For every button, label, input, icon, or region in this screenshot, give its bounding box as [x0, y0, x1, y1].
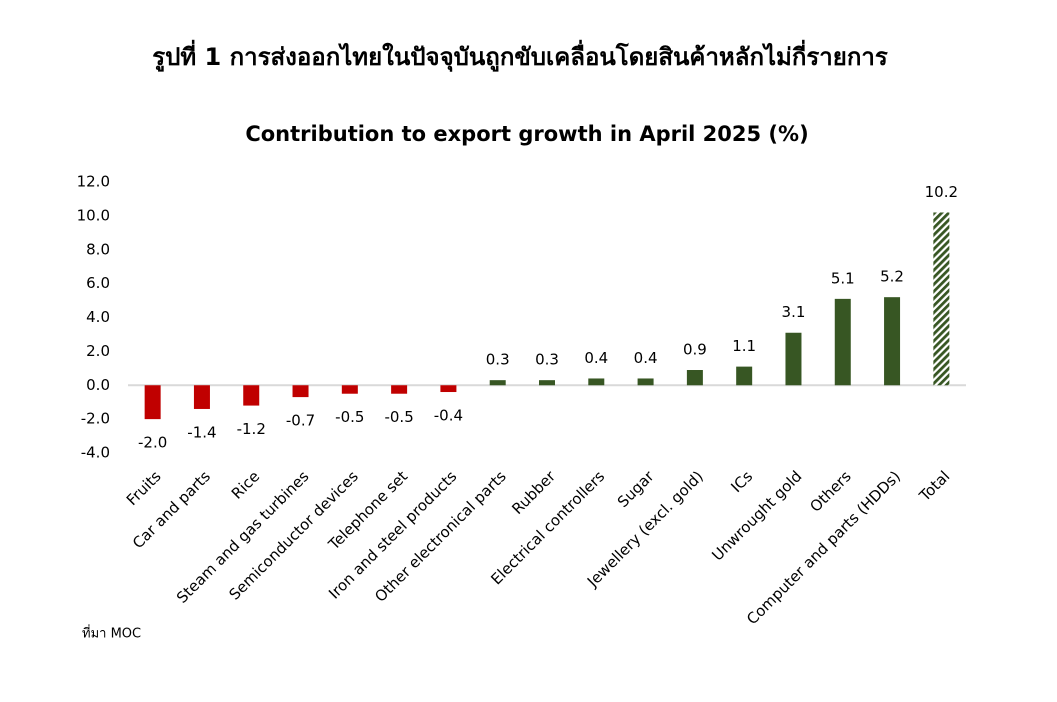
- bar: [539, 380, 555, 386]
- value-label: 5.2: [880, 268, 904, 286]
- y-tick-label: -4.0: [81, 444, 110, 462]
- bar: [341, 385, 358, 394]
- chart-title: รูปที่ 1 การส่งออกไทยในปัจจุบันถูกขับเคล…: [152, 39, 888, 73]
- bar: [834, 298, 851, 386]
- y-tick-label: 0.0: [86, 376, 110, 394]
- value-label: 1.1: [732, 337, 756, 355]
- value-label: -1.2: [237, 420, 266, 438]
- bar: [686, 370, 703, 386]
- chart-subtitle: Contribution to export growth in April 2…: [245, 122, 808, 146]
- x-tick-label: Others: [806, 467, 855, 516]
- value-label: -0.7: [286, 412, 315, 430]
- bar: [884, 297, 901, 386]
- bar: [785, 332, 802, 386]
- x-tick-label: Fruits: [123, 467, 165, 509]
- y-tick-label: 10.0: [77, 206, 110, 224]
- value-label: -0.5: [335, 408, 364, 426]
- y-tick-label: 4.0: [86, 308, 110, 326]
- bar: [637, 378, 654, 386]
- bar: [440, 385, 457, 393]
- value-label: -2.0: [138, 434, 167, 452]
- y-tick-label: 8.0: [86, 240, 110, 258]
- x-tick-label: Total: [915, 467, 953, 505]
- x-tick-label: Rice: [228, 467, 263, 502]
- value-label: 0.9: [683, 341, 707, 359]
- bar: [489, 380, 506, 386]
- value-label: -1.4: [187, 423, 216, 441]
- value-label: -0.4: [434, 407, 463, 425]
- y-tick-label: 2.0: [86, 342, 110, 360]
- y-tick-label: 6.0: [86, 274, 110, 292]
- value-label: 5.1: [831, 269, 855, 287]
- y-tick-label: -2.0: [81, 410, 110, 428]
- source: ที่มา MOC: [82, 625, 141, 642]
- bar: [391, 385, 408, 394]
- bar: [144, 385, 161, 420]
- x-tick-label: Sugar: [614, 467, 658, 511]
- value-label: 10.2: [925, 183, 958, 201]
- bar: [292, 385, 309, 398]
- value-label: 3.1: [782, 303, 806, 321]
- bar: [588, 378, 605, 386]
- value-label: 0.3: [535, 351, 559, 369]
- bar: [933, 212, 950, 386]
- value-label: -0.5: [384, 408, 413, 426]
- x-tick-label: Unwrought gold: [708, 467, 805, 564]
- bar: [736, 366, 753, 386]
- bar: [243, 385, 260, 406]
- bar: [193, 385, 210, 409]
- value-label: 0.3: [486, 351, 510, 369]
- y-tick-label: 12.0: [77, 173, 110, 191]
- x-tick-label: ICs: [727, 467, 756, 496]
- value-label: 0.4: [634, 349, 658, 367]
- value-label: 0.4: [584, 349, 608, 367]
